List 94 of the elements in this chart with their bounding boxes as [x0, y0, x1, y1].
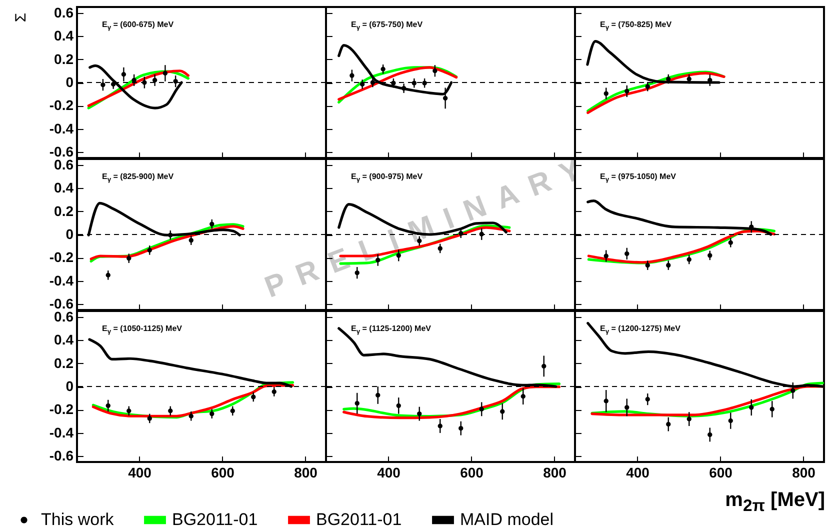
y-tick-label: 0	[66, 226, 74, 242]
text: E$_{γ}$ = (750-825) MeV	[600, 20, 672, 32]
point	[479, 406, 484, 412]
point	[251, 394, 256, 400]
point	[604, 91, 608, 96]
y-tick-label: -0.2	[49, 249, 74, 266]
text: E$_{γ}$ = (675-750) MeV	[351, 20, 423, 32]
point	[121, 72, 126, 77]
point	[417, 411, 422, 416]
point	[442, 96, 448, 101]
text: E$_{γ}$ = (1200-1275) MeV	[600, 324, 680, 336]
point	[624, 88, 630, 94]
point	[438, 424, 442, 428]
point	[686, 257, 692, 262]
y-tick-label: -0.4	[49, 424, 74, 440]
point	[728, 240, 733, 245]
point	[542, 364, 546, 369]
point	[350, 73, 354, 78]
legend-label: This work	[41, 510, 114, 529]
point	[126, 408, 132, 414]
point	[645, 396, 650, 402]
y-tick-label: 0.6	[54, 4, 74, 20]
point	[624, 405, 630, 410]
point	[106, 272, 110, 278]
point	[432, 68, 438, 74]
point	[100, 82, 106, 88]
point	[520, 394, 526, 399]
point	[708, 432, 712, 438]
x-tick-label: 400	[377, 464, 401, 480]
point	[188, 414, 194, 418]
point	[380, 66, 386, 72]
y-axis-title: Σ	[12, 12, 30, 22]
point	[142, 80, 147, 85]
point	[147, 416, 152, 421]
y-tick-label: 0.4	[54, 180, 74, 196]
y-tick-label: -0.4	[49, 120, 74, 136]
y-tick-label: 0.2	[54, 354, 74, 371]
legend-label: BG2011-01	[316, 510, 402, 529]
point	[376, 392, 380, 398]
x-tick-label: 600	[211, 464, 235, 480]
legend-label: BG2011-01	[172, 510, 258, 529]
y-tick-label: 0	[66, 378, 74, 394]
point	[790, 388, 796, 393]
x-tick-label: 400	[626, 464, 650, 480]
y-tick-label: 0.2	[54, 202, 74, 219]
point	[412, 80, 417, 86]
point	[666, 76, 671, 82]
x-tick-label: 800	[543, 464, 567, 480]
text: E$_{γ}$ = (1050-1125) MeV	[102, 324, 182, 336]
point	[370, 80, 376, 85]
point	[604, 254, 608, 258]
x-tick-label: 800	[294, 464, 318, 480]
text: E$_{γ}$ = (1125-1200) MeV	[351, 324, 431, 336]
text: E$_{γ}$ = (975-1050) MeV	[600, 172, 676, 184]
point	[624, 251, 630, 256]
point	[391, 80, 396, 86]
point	[749, 405, 754, 410]
point	[458, 426, 464, 431]
x-tick-label: 600	[460, 464, 484, 480]
text: E$_{γ}$ = (600-675) MeV	[102, 20, 174, 32]
point	[106, 403, 110, 408]
point	[162, 70, 168, 76]
y-tick-label: 0	[66, 74, 74, 90]
point	[708, 253, 712, 258]
y-tick-label: -0.2	[49, 97, 74, 114]
point	[500, 409, 505, 414]
x-tick-label: 800	[792, 464, 816, 480]
y-tick-label: -0.4	[49, 272, 74, 288]
y-tick-label: 0.4	[54, 332, 74, 348]
point	[230, 408, 235, 414]
point	[152, 78, 158, 83]
point	[666, 422, 671, 427]
point	[645, 84, 650, 89]
point	[354, 401, 360, 406]
point	[686, 416, 692, 422]
x-axis-title: m$_{2π}$ [MeV]	[725, 489, 825, 516]
point	[173, 79, 178, 84]
y-tick-label: 0.4	[54, 28, 74, 44]
point	[604, 398, 608, 404]
y-tick-label: 0.2	[54, 50, 74, 67]
x-tick-label: 400	[128, 464, 152, 480]
point	[770, 406, 774, 412]
y-tick-label: -0.6	[49, 448, 74, 464]
y-tick-label: -0.2	[49, 401, 74, 418]
point	[168, 408, 173, 414]
legend-label: MAID model	[460, 510, 554, 529]
point	[422, 80, 427, 86]
text: E$_{γ}$ = (825-900) MeV	[102, 172, 174, 184]
point	[686, 76, 692, 82]
point	[396, 403, 401, 408]
point	[728, 418, 733, 424]
point	[210, 222, 214, 226]
x-tick-label: 600	[709, 464, 733, 480]
point	[168, 232, 173, 238]
